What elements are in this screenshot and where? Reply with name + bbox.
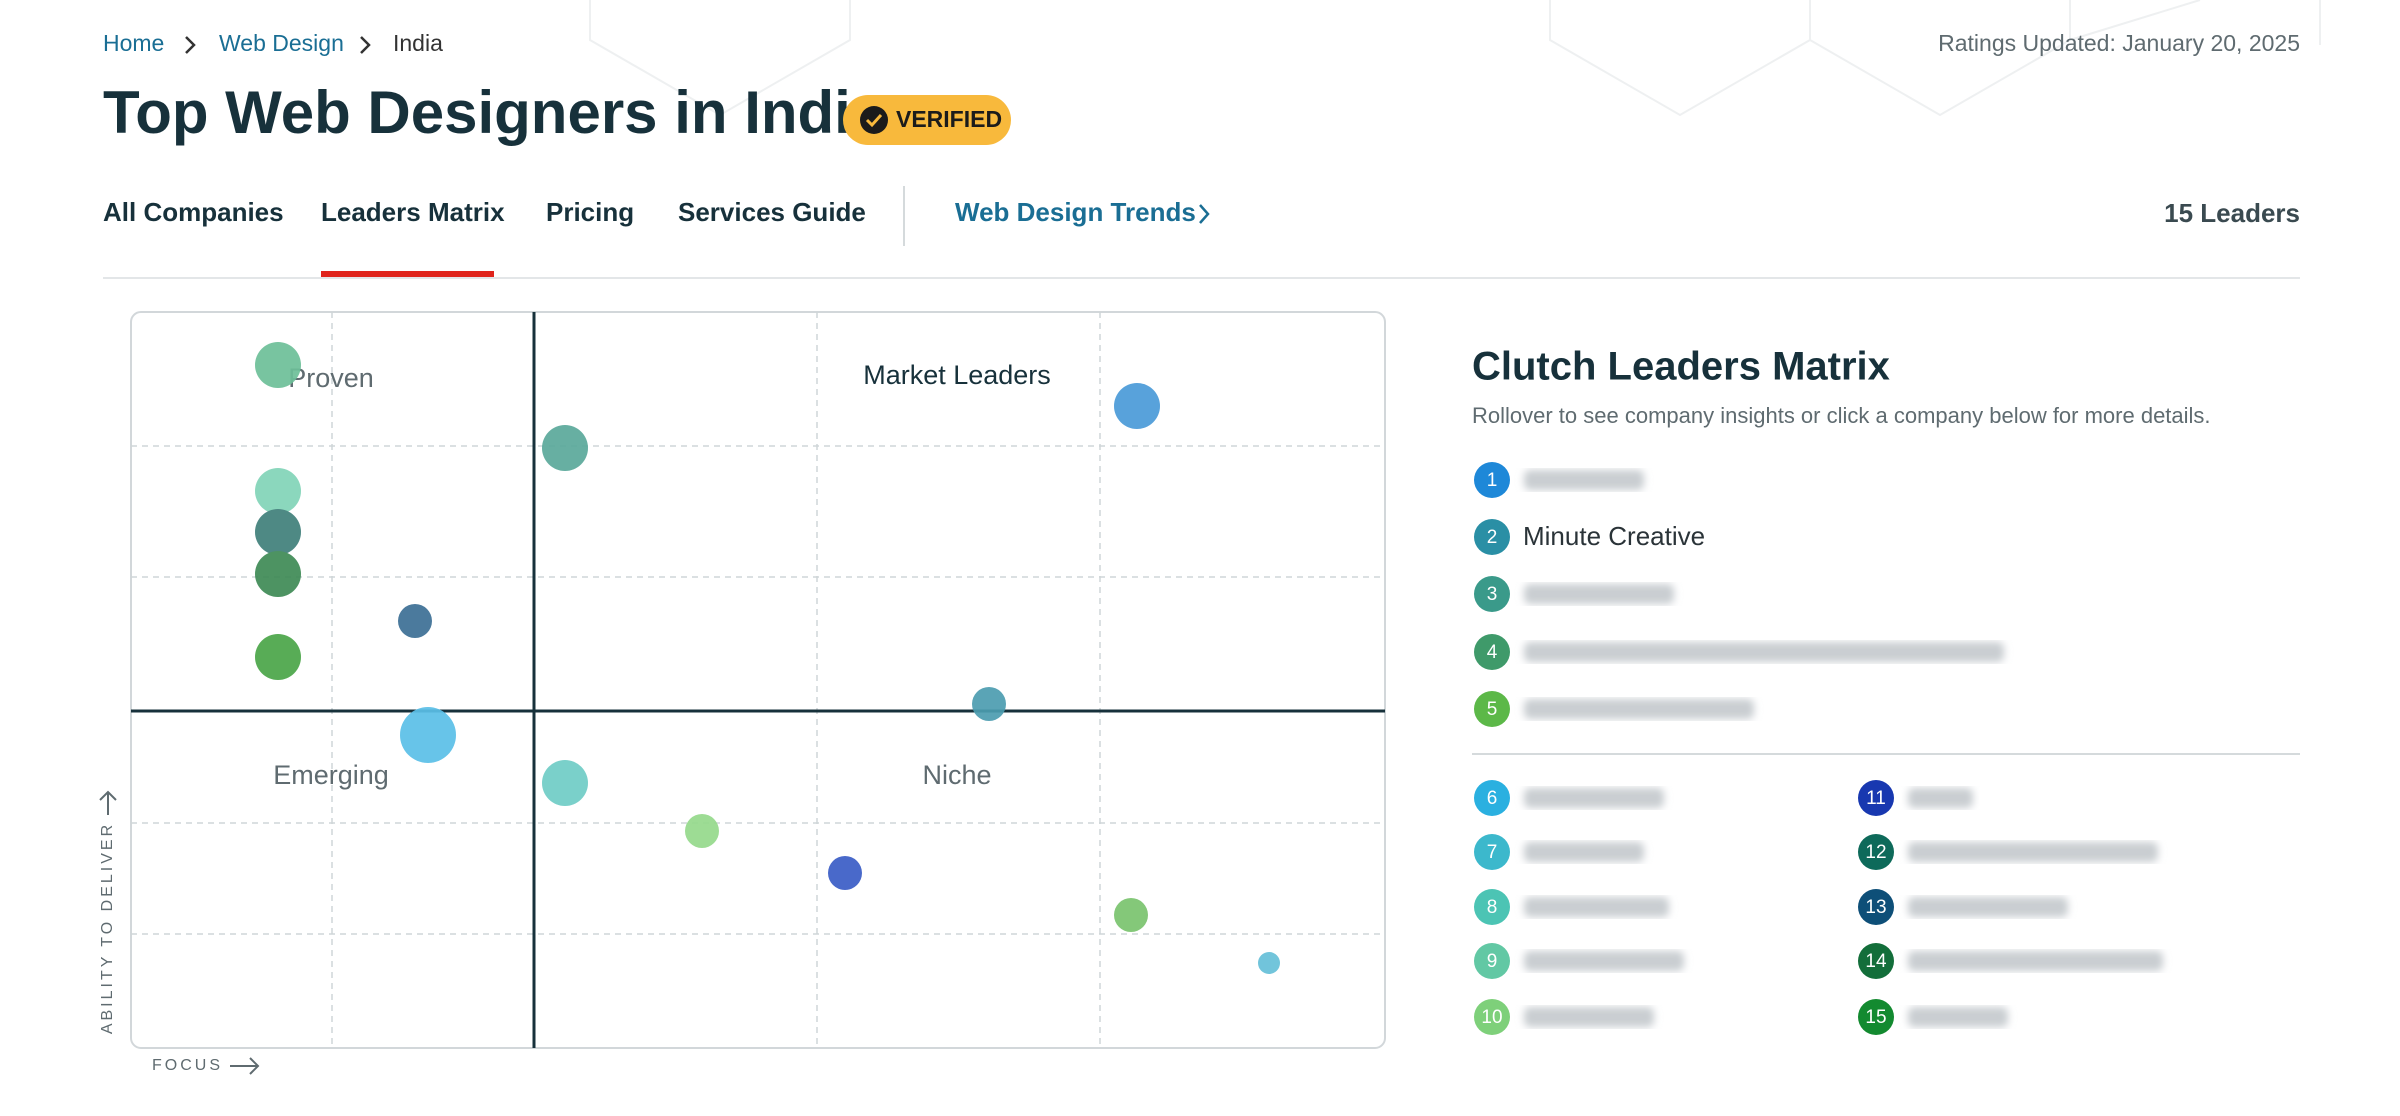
check xyxy=(865,113,883,128)
ratings-updated: Ratings Updated: January 20, 2025 xyxy=(1938,30,2300,56)
y-axis-label: ABILITY TO DELIVER xyxy=(99,822,116,1034)
quadrant-label: Niche xyxy=(922,760,991,790)
leader-number: 8 xyxy=(1487,897,1498,918)
leader-badge xyxy=(1858,780,1894,816)
leader-badge xyxy=(1474,780,1510,816)
company-dot[interactable] xyxy=(255,468,301,514)
leader-badge xyxy=(1858,834,1894,870)
quadrant-label: Emerging xyxy=(273,760,389,790)
leader-number: 4 xyxy=(1487,642,1498,663)
active-tab-underline xyxy=(321,271,494,277)
leader-badge xyxy=(1474,834,1510,870)
company-dot[interactable] xyxy=(400,707,456,763)
quadrant-label: Market Leaders xyxy=(863,360,1051,390)
company-dot[interactable] xyxy=(255,634,301,680)
leader-badge xyxy=(1474,889,1510,925)
leader-number: 11 xyxy=(1866,788,1886,809)
panel-subtitle: Rollover to see company insights or clic… xyxy=(1472,403,2211,428)
nav-tab[interactable]: Pricing xyxy=(546,197,634,227)
leader-number: 6 xyxy=(1487,788,1498,809)
leader-number: 15 xyxy=(1865,1007,1886,1028)
chevron xyxy=(185,36,196,54)
leader-number: 5 xyxy=(1487,699,1498,720)
breadcrumb-current: India xyxy=(393,30,443,56)
nav-tab[interactable]: Services Guide xyxy=(678,197,866,227)
leader-badge xyxy=(1474,576,1510,612)
blurred-name[interactable] xyxy=(1524,584,1674,604)
nav-tab[interactable]: Leaders Matrix xyxy=(321,197,505,227)
company-dot[interactable] xyxy=(255,342,301,388)
blurred-name[interactable] xyxy=(1908,951,2163,971)
blurred-name[interactable] xyxy=(1524,842,1644,862)
panel-title: Clutch Leaders Matrix xyxy=(1472,345,1890,389)
blurred-name[interactable] xyxy=(1908,897,2068,917)
leader-name[interactable]: Minute Creative xyxy=(1523,521,1705,551)
blurred-name[interactable] xyxy=(1524,897,1669,917)
leader-number: 1 xyxy=(1487,470,1498,491)
verified-badge xyxy=(843,95,1011,145)
leader-number: 13 xyxy=(1865,897,1886,918)
breadcrumb-link[interactable]: Home xyxy=(103,30,164,56)
company-dots xyxy=(255,342,1280,974)
leader-number: 2 xyxy=(1487,527,1498,548)
leader-badge xyxy=(1474,634,1510,670)
leader-badge xyxy=(1858,889,1894,925)
blurred-name[interactable] xyxy=(1524,951,1684,971)
company-dot[interactable] xyxy=(398,604,432,638)
axis-arrow xyxy=(99,790,117,815)
company-dot[interactable] xyxy=(972,687,1006,721)
leader-badge xyxy=(1858,943,1894,979)
leader-number: 9 xyxy=(1487,951,1498,972)
leader-badge xyxy=(1474,999,1510,1035)
leader-number: 10 xyxy=(1481,1007,1502,1028)
matrix: Proven Market Leaders Emerging Niche ABI… xyxy=(99,311,1386,1075)
blurred-name[interactable] xyxy=(1524,699,1754,719)
leader-number: 12 xyxy=(1865,842,1886,863)
leader-number: 14 xyxy=(1865,951,1887,972)
company-dot[interactable] xyxy=(542,760,588,806)
axis-arrow xyxy=(230,1057,260,1075)
leader-badge xyxy=(1858,999,1894,1035)
company-dot[interactable] xyxy=(828,856,862,890)
trends-link[interactable]: Web Design Trends xyxy=(955,197,1196,227)
blurred-name[interactable] xyxy=(1524,788,1664,808)
company-dot[interactable] xyxy=(542,425,588,471)
leader-badge xyxy=(1474,462,1510,498)
nav-tab[interactable]: All Companies xyxy=(103,197,284,227)
verified-label: VERIFIED xyxy=(896,106,1002,132)
company-dot[interactable] xyxy=(685,814,719,848)
company-dot[interactable] xyxy=(1258,952,1280,974)
company-dot[interactable] xyxy=(1114,383,1160,429)
company-dot[interactable] xyxy=(255,509,301,555)
company-dot[interactable] xyxy=(1114,898,1148,932)
chevron xyxy=(1199,204,1210,224)
blurred-name[interactable] xyxy=(1908,1007,2008,1027)
background-hexagons xyxy=(589,0,2321,117)
quadrant-label: Proven xyxy=(288,363,374,393)
company-dot[interactable] xyxy=(255,551,301,597)
blurred-name[interactable] xyxy=(1524,1007,1654,1027)
blurred-name[interactable] xyxy=(1524,470,1644,490)
leader-badge xyxy=(1474,691,1510,727)
blurred-name[interactable] xyxy=(1908,788,1973,808)
leader-badge xyxy=(1474,943,1510,979)
blurred-name[interactable] xyxy=(1524,642,2004,662)
breadcrumb-link[interactable]: Web Design xyxy=(219,30,344,56)
blurred-name[interactable] xyxy=(1908,842,2158,862)
matrix-frame xyxy=(130,311,1386,1049)
leader-number: 3 xyxy=(1487,584,1498,605)
x-axis-label: FOCUS xyxy=(152,1057,223,1074)
leaders-count: 15 Leaders xyxy=(2164,198,2300,228)
leader-number: 7 xyxy=(1487,842,1498,863)
page-title: Top Web Designers in India xyxy=(103,79,885,146)
chevron xyxy=(360,36,371,54)
verified-icon xyxy=(860,106,888,134)
leader-badge xyxy=(1474,519,1510,555)
